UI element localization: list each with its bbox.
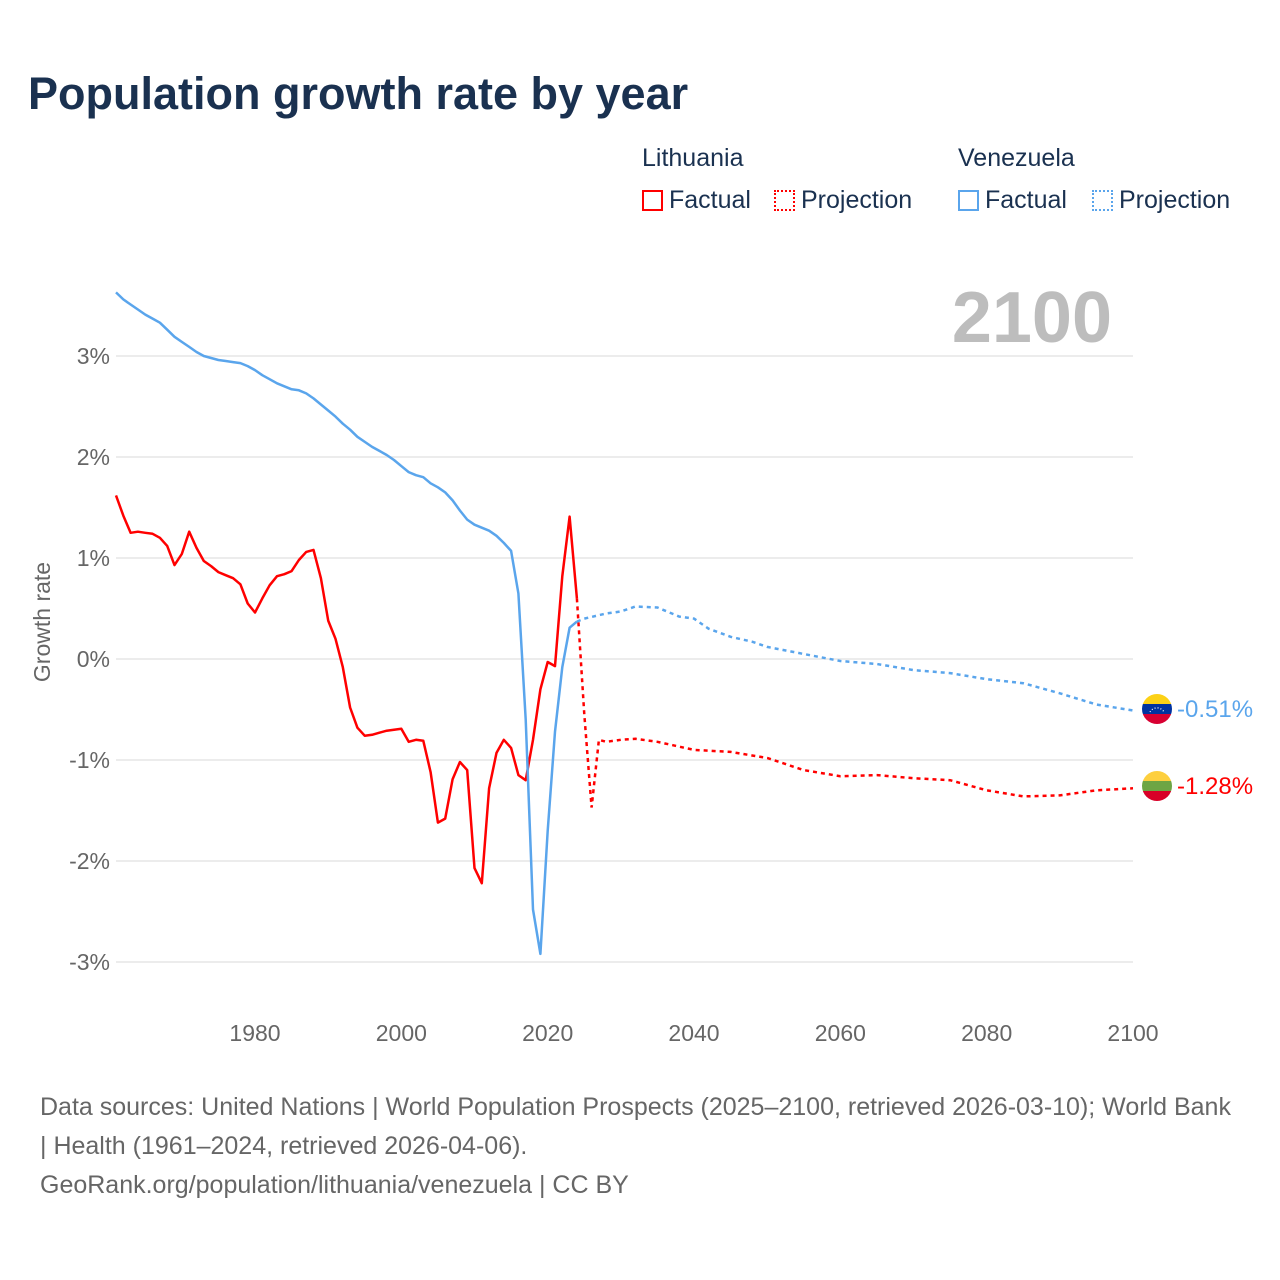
lithuania-projection-line	[575, 598, 1134, 808]
y-tick-label: -2%	[69, 848, 110, 874]
source-note: Data sources: United Nations | World Pop…	[40, 1088, 1240, 1205]
y-tick-label: 2%	[77, 444, 110, 470]
lithuania-flag-icon	[1142, 771, 1172, 801]
legend-item-venezuela-projection[interactable]: Projection	[1092, 186, 1230, 215]
year-display: 2100	[952, 278, 1112, 358]
y-tick-label: -3%	[69, 949, 110, 975]
legend-item-lithuania-projection[interactable]: Projection	[774, 186, 912, 215]
legend-swatch-dotted	[774, 190, 795, 211]
x-tick-label: 2020	[522, 1020, 573, 1046]
y-tick-label: -1%	[69, 747, 110, 773]
x-tick-label: 2100	[1107, 1020, 1158, 1046]
legend-swatch-solid	[958, 190, 979, 211]
venezuela-end-label: -0.51%	[1177, 696, 1253, 723]
attribution-link[interactable]: GeoRank.org/population/lithuania/venezue…	[40, 1171, 629, 1199]
lithuania-end-label: -1.28%	[1177, 773, 1253, 800]
venezuela-flag-icon	[1142, 694, 1172, 724]
x-tick-label: 1980	[229, 1020, 280, 1046]
venezuela-projection-line	[576, 605, 1134, 712]
legend-group-title: Venezuela	[958, 144, 1075, 172]
venezuela-factual-line	[115, 291, 578, 956]
page-title: Population growth rate by year	[28, 68, 689, 119]
legend-item-venezuela-factual[interactable]: Factual	[958, 186, 1067, 215]
legend-label: Projection	[801, 186, 913, 214]
legend-label: Factual	[985, 186, 1067, 214]
x-tick-label: 2040	[668, 1020, 719, 1046]
x-tick-label: 2060	[815, 1020, 866, 1046]
legend-label: Factual	[669, 186, 751, 214]
legend-swatch-solid	[642, 190, 663, 211]
data-sources-text: Data sources: United Nations | World Pop…	[40, 1093, 1231, 1160]
lithuania-factual-line	[114, 494, 579, 885]
x-tick-label: 2000	[376, 1020, 427, 1046]
legend-item-lithuania-factual[interactable]: Factual	[642, 186, 751, 215]
y-axis-label: Growth rate	[29, 562, 55, 682]
y-tick-label: 3%	[77, 343, 110, 369]
legend-swatch-dotted	[1092, 190, 1113, 211]
x-tick-label: 2080	[961, 1020, 1012, 1046]
legend-group-title: Lithuania	[642, 144, 744, 172]
y-tick-label: 0%	[77, 646, 110, 672]
legend-label: Projection	[1119, 186, 1231, 214]
y-tick-label: 1%	[77, 545, 110, 571]
